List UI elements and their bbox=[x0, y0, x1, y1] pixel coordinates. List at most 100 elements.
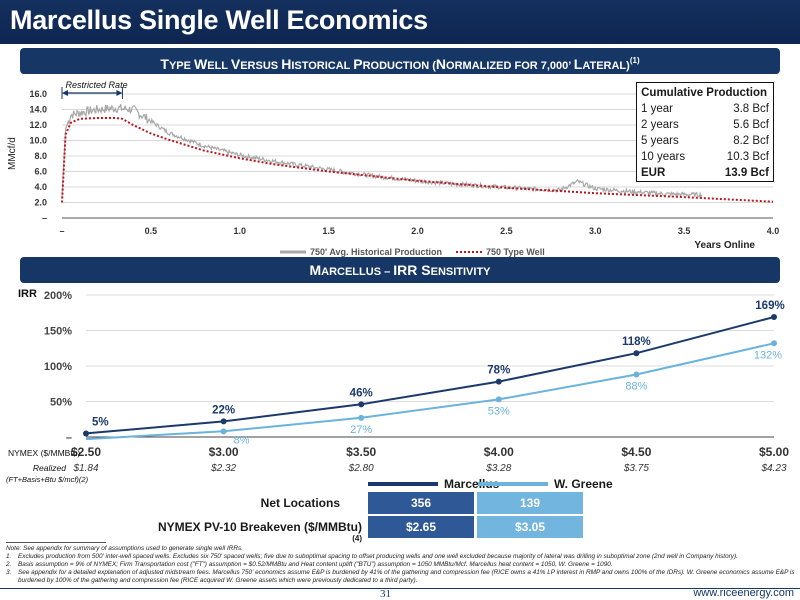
y-tick-label: 12.0 bbox=[29, 120, 47, 130]
x-tick-label: 1.0 bbox=[233, 226, 246, 236]
legend-item-wgreene: W. Greene bbox=[478, 476, 613, 492]
data-point bbox=[771, 314, 777, 321]
section-title-part: IRR S bbox=[393, 262, 431, 278]
table-cell-breakeven-marcellus: $2.65 bbox=[368, 516, 474, 538]
footnotes: Note: See appendix for summary of assump… bbox=[6, 542, 796, 585]
data-label: 5% bbox=[92, 416, 109, 428]
section-title-part: V bbox=[230, 55, 241, 72]
data-label: 53% bbox=[488, 405, 510, 417]
data-point bbox=[358, 414, 365, 421]
irr-gridlines bbox=[86, 294, 774, 438]
y-tick-label: 4.0 bbox=[34, 182, 47, 192]
footnote-text: Basis assumption = 9% of NYMEX; Firm Tra… bbox=[18, 561, 613, 568]
realized-tick-label: $2.32 bbox=[210, 463, 236, 474]
cumulative-row-label: 2 years bbox=[641, 119, 679, 131]
data-point bbox=[220, 428, 227, 435]
series-type-well-line bbox=[61, 117, 774, 203]
section-title-irr: MARCELLUS – IRR SENSITIVITY bbox=[309, 262, 490, 278]
cumulative-row: 5 years 8.2 Bcf bbox=[641, 133, 769, 149]
footnote-number: 2. bbox=[6, 561, 12, 568]
footnote-item: 2. Basis assumption = 9% of NYMEX; Firm T… bbox=[6, 561, 796, 569]
cumulative-row: 10 years 10.3 Bcf bbox=[641, 149, 769, 165]
restricted-rate-label: Restricted Rate bbox=[66, 80, 128, 90]
section-title-part: ORMALIZED FOR 7,000’ bbox=[446, 59, 574, 72]
table-cell-net-locations-marcellus: 356 bbox=[368, 492, 474, 514]
legend-swatch-marcellus bbox=[368, 482, 438, 486]
restricted-rate-annotation: Restricted Rate bbox=[61, 80, 128, 99]
x-tick-label: $4.50 bbox=[621, 445, 651, 459]
realized-tick-label: $2.80 bbox=[348, 463, 374, 474]
cumulative-row-label: 10 years bbox=[641, 151, 686, 163]
table-label-breakeven: NYMEX PV-10 Breakeven ($/MMBtu)(4) bbox=[150, 520, 362, 549]
data-label: 118% bbox=[622, 336, 651, 348]
production-legend: 750' Avg. Historical Production 750 Type … bbox=[280, 247, 545, 257]
irr-y-axis-label: IRR bbox=[18, 288, 37, 300]
realized-axis-header: Realized bbox=[33, 463, 66, 473]
footnote-text: Excludes production from 500' inter-well… bbox=[18, 553, 738, 560]
cumulative-production-box: Cumulative Production 1 year 3.8 Bcf 2 yea… bbox=[636, 82, 774, 182]
legend-label-wgreene: W. Greene bbox=[554, 477, 613, 491]
irr-x-axis: $2.50 $1.84 $3.00 $2.32 $3.50 $2.80 $4.00 $3.28… bbox=[71, 445, 789, 474]
y-tick-label: 10.0 bbox=[29, 136, 47, 146]
x-tick-label: $3.50 bbox=[346, 445, 376, 459]
production-y-axis-label: MMcf/d bbox=[7, 137, 18, 170]
section-header-type-well: TYPE WELL VERSUS HISTORICAL PRODUCTION (… bbox=[20, 48, 780, 74]
y-tick-label: – bbox=[42, 213, 47, 223]
x-tick-label: 2.5 bbox=[500, 226, 513, 236]
footnote-item: 3. See appendix for a detailed explanatio… bbox=[6, 569, 796, 585]
x-tick-label: – bbox=[59, 226, 64, 236]
realized-tick-label: $3.28 bbox=[485, 463, 511, 474]
section-title-part: T bbox=[160, 55, 169, 72]
cumulative-row-value: 8.2 Bcf bbox=[733, 135, 769, 147]
section-title-part: N bbox=[435, 55, 447, 72]
data-point bbox=[83, 430, 89, 437]
section-title-part: ISTORICAL bbox=[291, 59, 354, 72]
legend-label-historical: 750' Avg. Historical Production bbox=[310, 247, 442, 257]
table-label-breakeven-footnote: (4) bbox=[352, 534, 362, 543]
title-bar: Marcellus Single Well Economics bbox=[0, 0, 800, 44]
table-label-net-locations: Net Locations bbox=[260, 496, 340, 510]
x-tick-label: 3.5 bbox=[678, 226, 691, 236]
cumulative-row-value: 5.6 Bcf bbox=[733, 119, 769, 131]
section-title-part: W bbox=[194, 55, 208, 72]
production-x-axis-label: Years Online bbox=[694, 240, 755, 251]
cumulative-row: 2 years 5.6 Bcf bbox=[641, 117, 769, 133]
footnote-number: 3. bbox=[6, 569, 12, 576]
table-cell-net-locations-wgreene: 139 bbox=[477, 492, 583, 514]
footnote-intro: Note: See appendix for summary of assump… bbox=[6, 545, 243, 552]
footnote-rule bbox=[6, 542, 106, 543]
data-label: 78% bbox=[487, 365, 510, 377]
data-point bbox=[633, 350, 640, 357]
y-tick-label: 14.0 bbox=[29, 105, 47, 115]
x-tick-label: $5.00 bbox=[759, 445, 789, 459]
section-title-type-well: TYPE WELL VERSUS HISTORICAL PRODUCTION (… bbox=[160, 56, 629, 72]
arrow-right-icon bbox=[116, 90, 123, 96]
irr-y-axis: – 50% 100% 150% 200% bbox=[44, 290, 72, 444]
x-tick-label: 0.5 bbox=[145, 226, 158, 236]
table-label-breakeven-text: NYMEX PV-10 Breakeven ($/MMBtu) bbox=[157, 520, 362, 534]
series-line-marcellus bbox=[85, 316, 775, 435]
y-tick-label: 50% bbox=[50, 397, 72, 409]
x-tick-label: 1.5 bbox=[322, 226, 335, 236]
legend-label-type-well: 750 Type Well bbox=[486, 247, 545, 257]
data-label: 27% bbox=[350, 424, 372, 436]
section-title-part: ENSITIVITY bbox=[430, 266, 491, 278]
irr-series: 5% 22% 46% 78% 118% 169% 8% 27% 53% 88% 132% bbox=[83, 300, 785, 446]
y-tick-label: 8.0 bbox=[34, 151, 47, 161]
section-title-part: ERSUS bbox=[240, 59, 282, 72]
production-x-axis: – 0.5 1.0 1.5 2.0 2.5 3.0 3.5 4.0 bbox=[59, 226, 779, 236]
data-point bbox=[495, 396, 502, 403]
data-label: 169% bbox=[755, 300, 784, 312]
footnote-number: 1. bbox=[6, 553, 12, 560]
y-tick-label: 150% bbox=[44, 326, 72, 338]
section-title-part: H bbox=[281, 55, 292, 72]
cumulative-row-value: 3.8 Bcf bbox=[733, 103, 769, 115]
data-point bbox=[495, 378, 502, 385]
footnote-text: See appendix for a detailed explanation … bbox=[18, 569, 795, 584]
page-number: 31 bbox=[380, 588, 391, 600]
x-tick-label: $3.00 bbox=[209, 445, 239, 459]
legend-swatch-wgreene bbox=[478, 482, 548, 486]
section-title-part: RODUCTION ( bbox=[362, 59, 436, 72]
data-label: 88% bbox=[625, 381, 647, 393]
y-tick-label: 200% bbox=[44, 290, 72, 302]
